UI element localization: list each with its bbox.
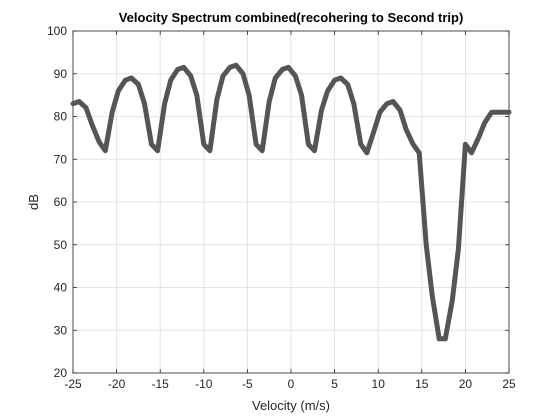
axis-ticks — [72, 30, 510, 374]
y-tick-label: 100 — [47, 24, 67, 38]
x-tick-label: -25 — [64, 377, 82, 391]
y-tick-label: 90 — [54, 67, 68, 81]
y-tick-label: 70 — [54, 152, 68, 166]
x-tick-labels: -25 -20 -15 -10 -5 0 5 10 15 20 25 — [64, 377, 516, 391]
x-tick-label: 5 — [331, 377, 338, 391]
x-tick-label: 10 — [372, 377, 386, 391]
y-tick-label: 50 — [54, 238, 68, 252]
x-tick-label: 0 — [288, 377, 295, 391]
series-line — [70, 62, 512, 342]
chart-title: Velocity Spectrum combined(recohering to… — [119, 10, 464, 25]
x-tick-label: -5 — [242, 377, 253, 391]
y-tick-label: 20 — [54, 366, 68, 380]
x-tick-label: -20 — [108, 377, 126, 391]
x-tick-label: 20 — [459, 377, 473, 391]
y-tick-label: 60 — [54, 195, 68, 209]
x-tick-label: 15 — [415, 377, 429, 391]
x-tick-label: 25 — [502, 377, 516, 391]
y-tick-label: 30 — [54, 323, 68, 337]
x-axis-label: Velocity (m/s) — [252, 398, 330, 413]
x-tick-label: -10 — [195, 377, 213, 391]
x-tick-label: -15 — [152, 377, 170, 391]
y-tick-labels: 20 30 40 50 60 70 80 90 100 — [47, 24, 67, 380]
y-axis-label: dB — [26, 194, 41, 210]
y-tick-label: 40 — [54, 281, 68, 295]
y-tick-label: 80 — [54, 110, 68, 124]
